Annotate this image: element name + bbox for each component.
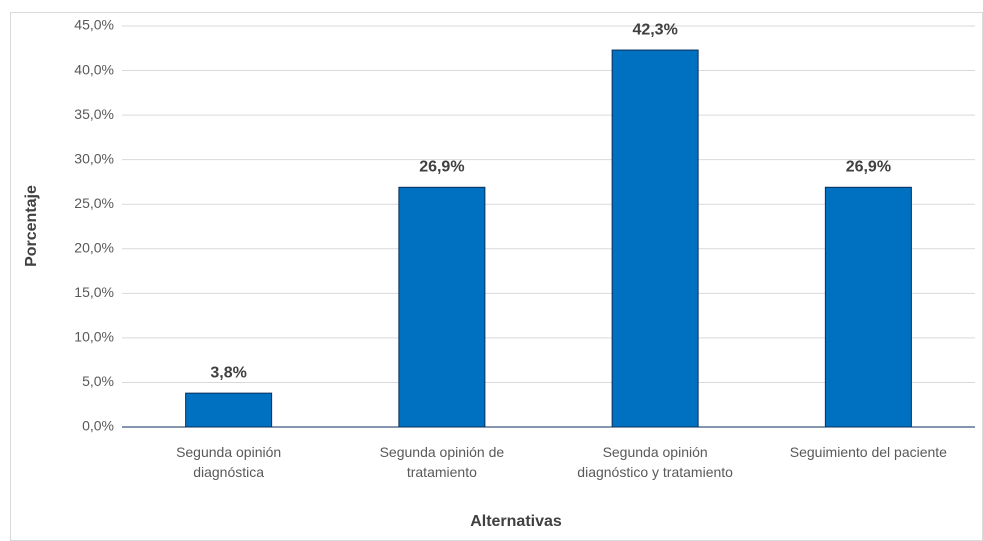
y-tick-label: 20,0%: [74, 239, 114, 255]
y-tick-label: 45,0%: [74, 17, 114, 33]
y-axis-title: Porcentaje: [23, 185, 40, 267]
x-tick-label: Segunda opinión diagnóstico y tratamiento: [577, 444, 733, 480]
x-tick-label: Segunda opinión de tratamiento: [380, 444, 505, 480]
y-tick-label: 0,0%: [82, 418, 114, 434]
y-tick-label: 40,0%: [74, 61, 114, 77]
data-label: 26,9%: [419, 159, 464, 176]
y-tick-label: 15,0%: [74, 284, 114, 300]
bar: [185, 392, 273, 428]
y-tick-label: 25,0%: [74, 195, 114, 211]
y-tick-label: 35,0%: [74, 106, 114, 122]
x-axis-title: Alternativas: [470, 513, 562, 530]
data-label: 42,3%: [632, 21, 677, 38]
x-tick-label: Seguimiento del paciente: [790, 444, 947, 460]
x-tick-label: Segunda opinión diagnóstica: [176, 444, 281, 480]
data-label: 26,9%: [846, 159, 891, 176]
bar: [611, 49, 699, 428]
bar: [398, 186, 486, 428]
y-tick-label: 5,0%: [82, 373, 114, 389]
bar: [824, 186, 912, 428]
data-label: 3,8%: [210, 364, 246, 381]
chart-border: [10, 12, 983, 541]
y-tick-label: 30,0%: [74, 150, 114, 166]
y-tick-label: 10,0%: [74, 329, 114, 345]
